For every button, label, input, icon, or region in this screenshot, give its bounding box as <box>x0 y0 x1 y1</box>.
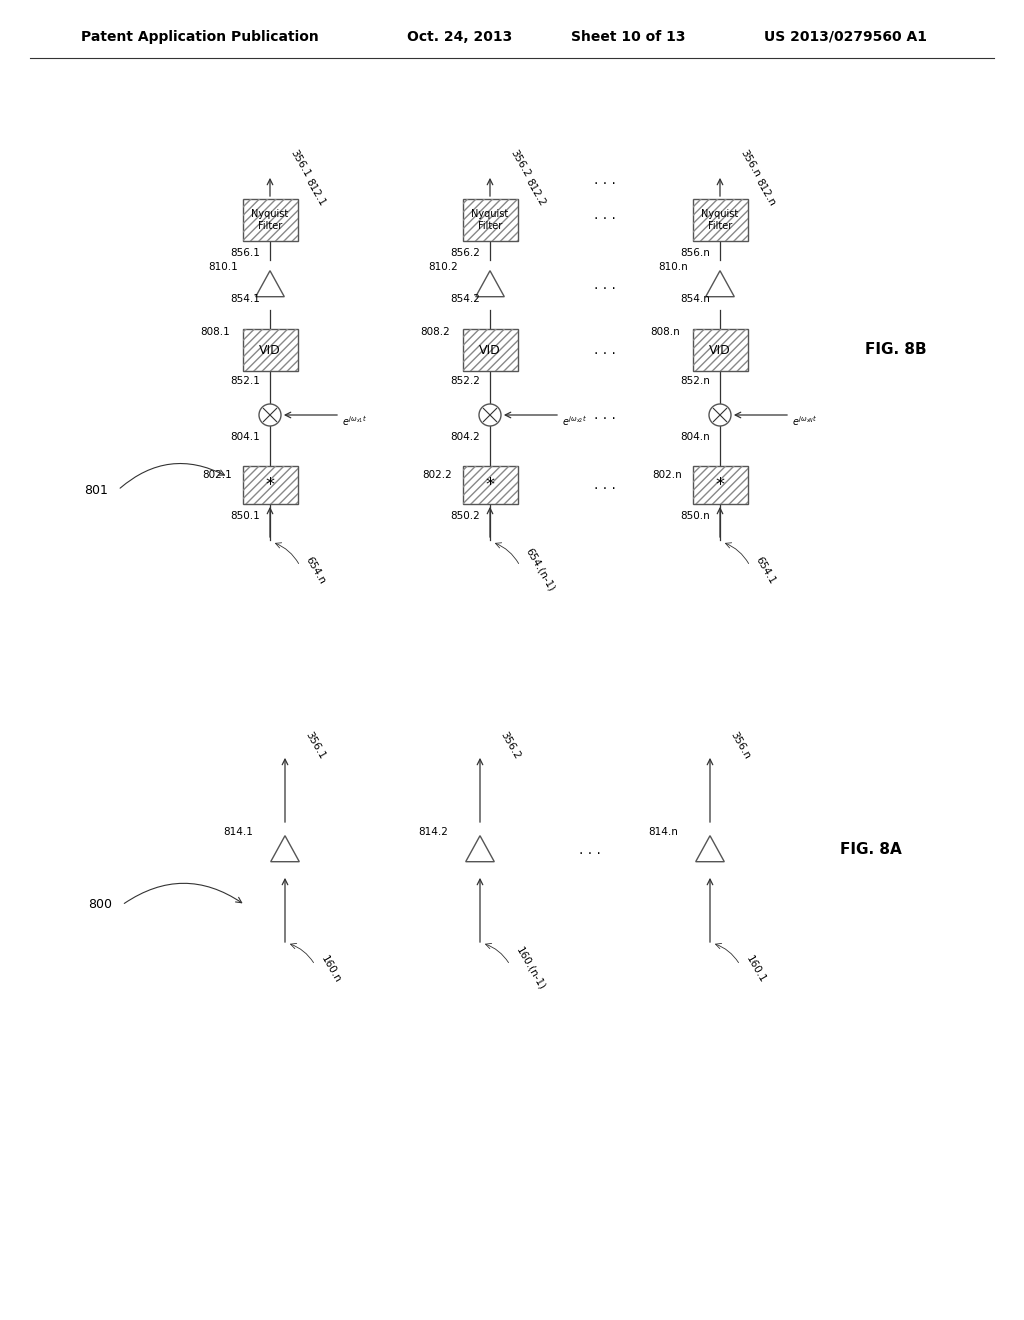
Text: 810.n: 810.n <box>658 261 688 272</box>
Text: 852.2: 852.2 <box>451 376 480 385</box>
Text: . . .: . . . <box>594 343 616 356</box>
Text: *: * <box>485 477 495 494</box>
Text: 852.n: 852.n <box>680 376 710 385</box>
Bar <box>243 329 298 371</box>
Text: . . .: . . . <box>594 478 616 492</box>
Circle shape <box>709 404 731 426</box>
Bar <box>692 466 748 504</box>
Text: 808.1: 808.1 <box>201 327 230 337</box>
Bar <box>463 466 517 504</box>
Text: *: * <box>265 477 274 494</box>
Text: 850.2: 850.2 <box>451 511 480 521</box>
Text: 804.n: 804.n <box>680 432 710 442</box>
Text: Oct. 24, 2013: Oct. 24, 2013 <box>408 30 513 44</box>
Text: 856.2: 856.2 <box>451 248 480 257</box>
Text: 854.n: 854.n <box>680 294 710 304</box>
Bar <box>243 199 298 242</box>
Circle shape <box>259 404 281 426</box>
Bar <box>463 199 517 242</box>
Text: 802.1: 802.1 <box>203 470 232 480</box>
Text: 812.1: 812.1 <box>304 177 328 207</box>
Polygon shape <box>256 271 285 297</box>
Text: 356.n: 356.n <box>738 148 762 178</box>
Bar <box>463 329 517 371</box>
Text: Sheet 10 of 13: Sheet 10 of 13 <box>570 30 685 44</box>
Text: 654.n: 654.n <box>304 554 328 586</box>
Text: 356.2: 356.2 <box>498 730 521 760</box>
Text: . . .: . . . <box>594 279 616 292</box>
Text: FIG. 8A: FIG. 8A <box>840 842 902 858</box>
Text: 810.1: 810.1 <box>208 261 238 272</box>
Bar <box>692 466 748 504</box>
Bar <box>243 466 298 504</box>
Bar <box>463 466 517 504</box>
Text: FIG. 8B: FIG. 8B <box>865 342 927 358</box>
Text: . . .: . . . <box>594 408 616 422</box>
Text: 854.2: 854.2 <box>451 294 480 304</box>
Text: 800: 800 <box>88 899 112 912</box>
Text: 801: 801 <box>84 483 108 496</box>
Text: 808.n: 808.n <box>650 327 680 337</box>
Bar <box>243 466 298 504</box>
Text: 356.n: 356.n <box>728 730 752 760</box>
Text: 804.2: 804.2 <box>451 432 480 442</box>
Text: . . .: . . . <box>579 843 601 857</box>
Polygon shape <box>270 836 299 862</box>
Text: Nyquist
Filter: Nyquist Filter <box>701 209 738 231</box>
Text: 356.1: 356.1 <box>303 730 327 760</box>
Text: 160.1: 160.1 <box>744 953 768 985</box>
Text: 160.n: 160.n <box>319 953 343 985</box>
Text: 808.2: 808.2 <box>420 327 450 337</box>
Text: 804.1: 804.1 <box>230 432 260 442</box>
Text: 160.(n-1): 160.(n-1) <box>514 945 547 993</box>
Text: Nyquist
Filter: Nyquist Filter <box>251 209 289 231</box>
Bar <box>692 199 748 242</box>
Text: $e^{j\omega_{xN}t}$: $e^{j\omega_{xN}t}$ <box>792 414 817 428</box>
Text: . . .: . . . <box>594 173 616 187</box>
Text: 654.1: 654.1 <box>754 554 777 586</box>
Polygon shape <box>706 271 734 297</box>
Text: 810.2: 810.2 <box>428 261 458 272</box>
Bar <box>692 329 748 371</box>
Text: 356.1: 356.1 <box>288 148 311 178</box>
Text: . . .: . . . <box>594 209 616 222</box>
Bar <box>463 329 517 371</box>
Text: 802.n: 802.n <box>652 470 682 480</box>
Text: 814.2: 814.2 <box>418 828 449 837</box>
Text: 856.n: 856.n <box>680 248 710 257</box>
Polygon shape <box>466 836 495 862</box>
Text: *: * <box>716 477 725 494</box>
Bar <box>692 199 748 242</box>
Text: $e^{j\omega_{x1}t}$: $e^{j\omega_{x1}t}$ <box>342 414 367 428</box>
Text: 850.n: 850.n <box>680 511 710 521</box>
Polygon shape <box>476 271 504 297</box>
Text: 814.n: 814.n <box>648 828 678 837</box>
Circle shape <box>479 404 501 426</box>
Text: VID: VID <box>710 343 731 356</box>
Text: 852.1: 852.1 <box>230 376 260 385</box>
Text: 850.1: 850.1 <box>230 511 260 521</box>
Text: VID: VID <box>479 343 501 356</box>
Bar <box>243 329 298 371</box>
Text: 356.2: 356.2 <box>508 148 531 178</box>
Text: 814.1: 814.1 <box>223 828 253 837</box>
Text: VID: VID <box>259 343 281 356</box>
Text: Patent Application Publication: Patent Application Publication <box>81 30 318 44</box>
Text: 802.2: 802.2 <box>422 470 452 480</box>
Bar <box>692 329 748 371</box>
Text: Nyquist
Filter: Nyquist Filter <box>471 209 509 231</box>
Bar <box>463 199 517 242</box>
Text: $e^{j\omega_{x2}t}$: $e^{j\omega_{x2}t}$ <box>562 414 587 428</box>
Text: 812.n: 812.n <box>754 177 777 207</box>
Text: US 2013/0279560 A1: US 2013/0279560 A1 <box>764 30 927 44</box>
Text: 812.2: 812.2 <box>524 177 548 207</box>
Text: 854.1: 854.1 <box>230 294 260 304</box>
Text: 856.1: 856.1 <box>230 248 260 257</box>
Bar <box>243 199 298 242</box>
Polygon shape <box>695 836 724 862</box>
Text: 654.(n-1): 654.(n-1) <box>524 546 557 594</box>
